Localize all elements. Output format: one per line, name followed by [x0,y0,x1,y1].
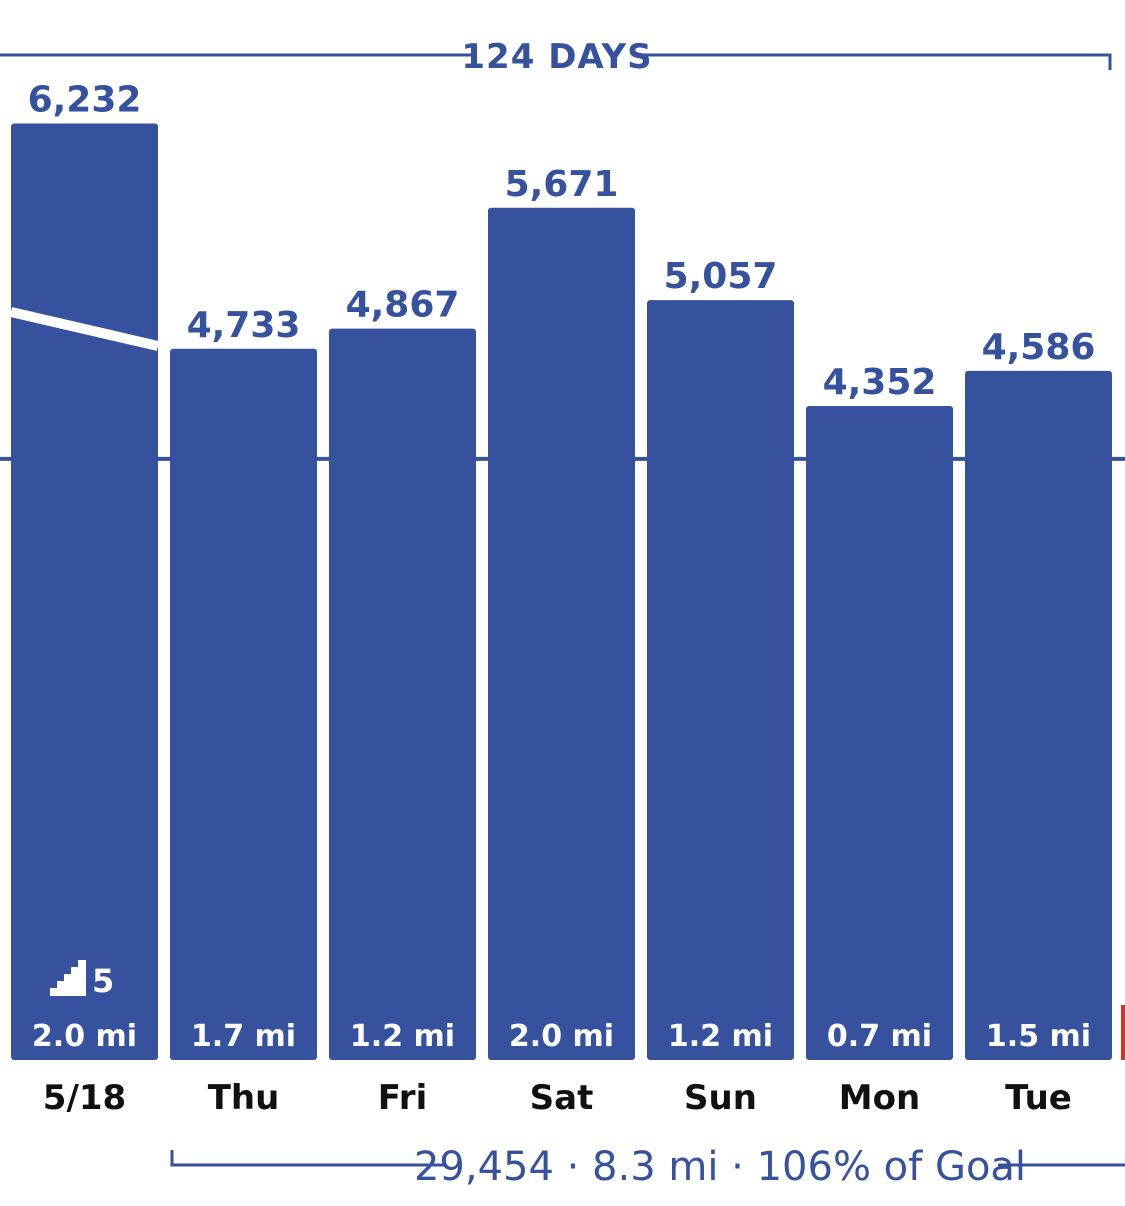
day-tick-label: Mon [839,1078,920,1118]
bar-value-label: 4,867 [346,285,460,326]
day-tick-label: Tue [1005,1078,1072,1118]
bars-layer [11,123,1112,1061]
bar-sat[interactable] [488,207,635,1060]
bar-value-label: 5,057 [664,256,778,297]
day-tick-label: Fri [378,1078,427,1118]
bar-distance-label: 2.0 mi [32,1019,137,1054]
bar-distance-label: 0.7 mi [827,1019,932,1054]
day-tick-label: Sat [530,1078,594,1118]
bar-value-label: 4,586 [982,327,1096,368]
day-tick-label: Thu [208,1078,280,1118]
flights-count: 5 [92,962,114,1000]
day-tick-label: 5/18 [43,1078,126,1118]
day-tick-label: Sun [684,1078,757,1118]
bar-value-label: 4,733 [187,305,301,346]
bar-thu[interactable] [170,348,317,1060]
bar-distance-label: 1.2 mi [350,1019,455,1054]
bar-5-18[interactable] [11,123,158,1061]
bar-distance-label: 1.2 mi [668,1019,773,1054]
labels-layer: 6,232 2.0 mi 5/18 4,733 1.7 mi Thu 4,867 1.2 mi… [28,80,1096,1119]
bar-mon[interactable] [806,406,953,1061]
bar-value-label: 4,352 [823,362,937,403]
bar-sun[interactable] [647,300,794,1060]
stairs-icon [50,960,86,996]
bar-distance-label: 2.0 mi [509,1019,614,1054]
flights-indicator: 5 [50,960,114,1000]
bar-value-label: 6,232 [28,80,142,121]
bar-distance-label: 1.7 mi [191,1019,296,1054]
next-bar-edge [1121,1005,1125,1060]
summary-label: 29,454 · 8.3 mi · 106% of Goal [414,1144,1026,1190]
bar-distance-label: 1.5 mi [986,1019,1091,1054]
summary-bracket: 29,454 · 8.3 mi · 106% of Goal [170,1144,1125,1190]
streak-bracket: 124 DAYS [0,37,1112,77]
streak-bracket-right-line [638,53,1112,70]
bar-tue[interactable] [965,370,1112,1060]
summary-bracket-left-line [170,1150,445,1167]
trend-line [9,307,160,351]
bar-fri[interactable] [329,328,476,1061]
bar-value-label: 5,671 [505,164,619,205]
streak-label: 124 DAYS [461,37,652,77]
